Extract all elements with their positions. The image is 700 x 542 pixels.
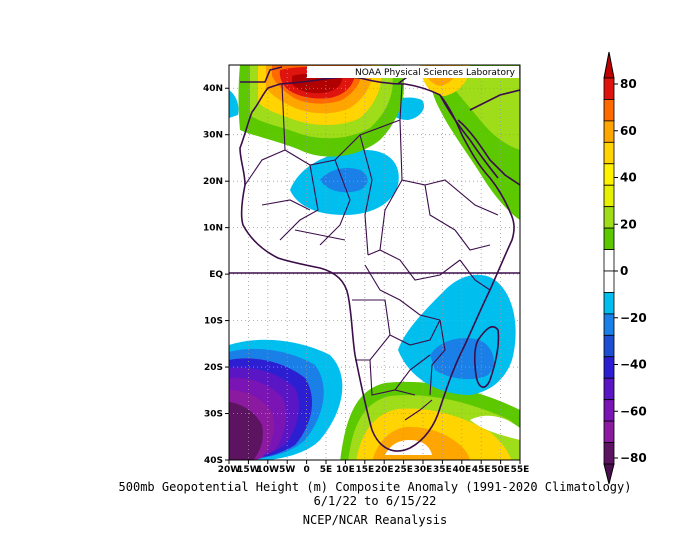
colorbar-swatch (603, 420, 615, 443)
sw-africa-negative-anomaly (229, 339, 343, 460)
map-gridlines (229, 65, 520, 460)
colorbar-swatch (603, 292, 615, 315)
lon-tick-label: 10E (336, 465, 355, 475)
lon-tick-label: 15W (237, 465, 260, 475)
data-source: NCEP/NCAR Reanalysis (302, 513, 448, 527)
lon-tick-label: 20W (218, 465, 241, 475)
colorbar-tick-label: 60 (620, 124, 637, 138)
anomaly-map: NOAA Physical Sciences Laboratory (229, 65, 520, 460)
lon-tick-label: 15E (355, 465, 374, 475)
map-frame (228, 64, 521, 461)
colorbar-swatch (603, 442, 615, 465)
date-range: 6/1/22 to 6/15/22 (313, 494, 437, 508)
lat-tick-label: 20N (203, 177, 223, 187)
colorbar-swatch (603, 163, 615, 186)
lat-tick-label: 30N (203, 131, 223, 141)
lat-tick-label: 20S (204, 363, 223, 373)
colorbar-swatch (603, 120, 615, 143)
colorbar-tick-label: −60 (620, 404, 647, 418)
lat-tick-label: 40N (203, 84, 223, 94)
colorbar-swatch (603, 356, 615, 379)
lon-tick-label: 20E (375, 465, 394, 475)
colorbar-tick-label: 0 (620, 264, 628, 278)
colorbar-swatch (603, 206, 615, 229)
colorbar-swatch (603, 184, 615, 208)
credit-text: NOAA Physical Sciences Laboratory (355, 68, 516, 78)
lon-tick-label: 5W (279, 465, 295, 475)
colorbar-swatch (603, 313, 615, 336)
chart-title: 500mb Geopotential Height (m) Composite … (118, 480, 632, 494)
lon-tick-label: 45E (472, 465, 491, 475)
colorbar-swatch (603, 399, 615, 422)
lon-tick-label: 0 (303, 465, 309, 475)
lon-tick-label: 40E (452, 465, 471, 475)
colorbar-max-arrow (603, 51, 615, 79)
colorbar-swatch (603, 377, 615, 401)
colorbar-swatch (603, 270, 615, 293)
colorbar-swatch (603, 77, 615, 100)
lat-tick-label: 40S (204, 456, 223, 466)
country-borders (244, 83, 499, 421)
latitude-axis: 40N 30N 20N 10N EQ 10S 20S 30S 40S (203, 84, 229, 466)
credit-box (307, 66, 519, 78)
colorbar-swatch (603, 99, 615, 122)
colorbar-tick-label: −80 (620, 451, 647, 465)
colorbar-tick-label: 40 (620, 171, 637, 185)
lat-tick-label: 10S (204, 317, 223, 327)
lon-tick-label: 5E (320, 465, 332, 475)
lat-tick-label: 30S (204, 410, 223, 420)
colorbar: 80 60 40 20 0 −20 −40 −60 −80 (603, 51, 647, 485)
mozambique-negative-anomaly (398, 274, 516, 395)
colorbar-tick-label: −20 (620, 311, 647, 325)
lon-tick-label: 30E (414, 465, 433, 475)
colorbar-swatch (603, 249, 615, 272)
lat-tick-label: EQ (209, 270, 223, 280)
lon-tick-label: 10W (257, 465, 280, 475)
colorbar-swatch (603, 334, 615, 358)
lat-tick-label: 10N (203, 224, 223, 234)
colorbar-swatch (603, 227, 615, 250)
colorbar-tick-label: −40 (620, 358, 647, 372)
coastlines (239, 66, 520, 452)
colorbar-tick-label: 80 (620, 77, 637, 91)
lon-tick-label: 25E (394, 465, 413, 475)
lon-tick-label: 35E (433, 465, 452, 475)
lon-tick-label: 50E (491, 465, 510, 475)
colorbar-min-arrow (603, 463, 615, 485)
lon-tick-label: 55E (511, 465, 530, 475)
colorbar-tick-label: 20 (620, 217, 637, 231)
colorbar-swatch (603, 141, 615, 165)
